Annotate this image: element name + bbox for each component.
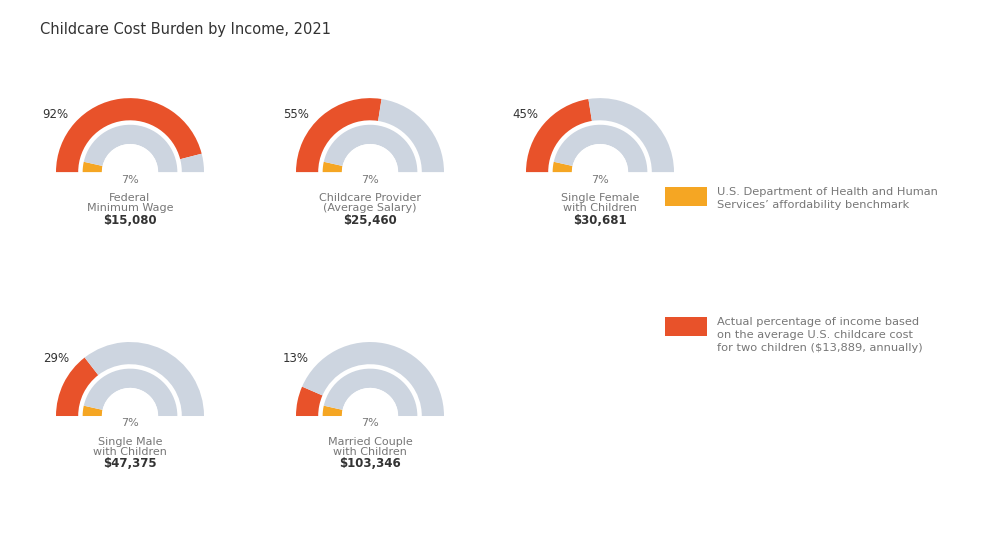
Text: U.S. Department of Health and Human: U.S. Department of Health and Human [717,187,938,197]
Text: for two children ($13,889, annually): for two children ($13,889, annually) [717,343,923,353]
Wedge shape [102,144,158,172]
Wedge shape [323,405,343,416]
Text: with Children: with Children [563,203,637,213]
Text: Single Female: Single Female [561,193,639,203]
Text: on the average U.S. childcare cost: on the average U.S. childcare cost [717,330,913,340]
Wedge shape [302,342,444,416]
Text: 7%: 7% [361,175,379,184]
Wedge shape [84,125,177,172]
Text: $103,346: $103,346 [339,457,401,470]
Text: 92%: 92% [43,108,69,121]
Wedge shape [553,162,573,172]
Wedge shape [84,369,177,416]
Wedge shape [83,162,103,172]
Wedge shape [85,342,204,416]
Text: 55%: 55% [283,108,309,121]
Wedge shape [296,386,322,416]
Wedge shape [526,99,592,172]
Wedge shape [572,144,628,172]
Text: 7%: 7% [121,175,139,184]
Text: $47,375: $47,375 [103,457,157,470]
Wedge shape [342,388,398,416]
Text: Childcare Provider: Childcare Provider [319,193,421,203]
Wedge shape [296,98,382,172]
Text: $30,681: $30,681 [573,214,627,227]
Text: Actual percentage of income based: Actual percentage of income based [717,317,919,327]
Wedge shape [83,405,103,416]
Wedge shape [324,369,417,416]
Text: Childcare Cost Burden by Income, 2021: Childcare Cost Burden by Income, 2021 [40,22,331,37]
Text: with Children: with Children [333,447,407,457]
Text: Married Couple: Married Couple [328,437,412,447]
Text: 7%: 7% [591,175,609,184]
Wedge shape [102,388,158,416]
Text: Minimum Wage: Minimum Wage [87,203,173,213]
Wedge shape [56,98,202,172]
Wedge shape [56,358,98,416]
Text: Services’ affordability benchmark: Services’ affordability benchmark [717,200,909,210]
Text: Federal: Federal [109,193,151,203]
Wedge shape [588,98,674,172]
Wedge shape [342,144,398,172]
Wedge shape [378,99,444,172]
Wedge shape [554,125,647,172]
Text: $15,080: $15,080 [103,214,157,227]
Text: 13%: 13% [283,352,309,365]
Wedge shape [323,162,343,172]
Wedge shape [180,154,204,172]
Text: 29%: 29% [43,352,69,365]
Text: 45%: 45% [513,108,539,121]
Text: (Average Salary): (Average Salary) [323,203,417,213]
Text: $25,460: $25,460 [343,214,397,227]
Wedge shape [324,125,417,172]
Text: 7%: 7% [121,418,139,428]
Text: 7%: 7% [361,418,379,428]
Text: Single Male: Single Male [98,437,162,447]
Text: with Children: with Children [93,447,167,457]
